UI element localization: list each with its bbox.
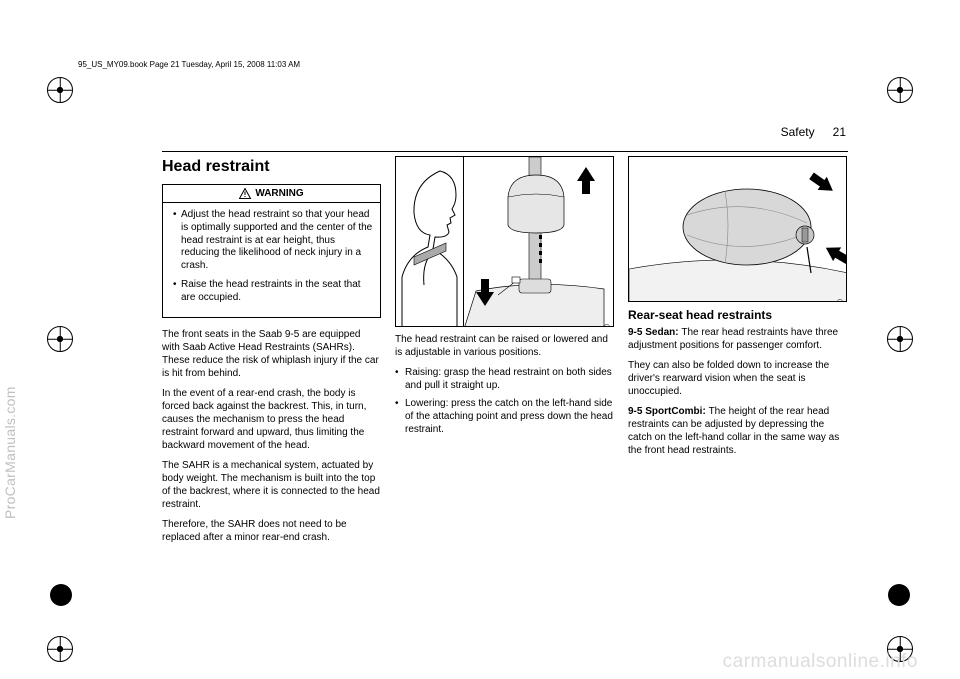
- crop-mark: [887, 77, 913, 103]
- body-paragraph: 9-5 SportCombi: The height of the rear h…: [628, 405, 847, 457]
- column-2: IB400 The head restraint can be raised o…: [395, 156, 614, 551]
- bottom-watermark: carmanualsonline.info: [723, 651, 918, 673]
- section-name: Safety: [781, 125, 815, 139]
- arrow-up-icon: [577, 167, 595, 181]
- column-1: Head restraint WARNING Adjust the head r…: [162, 156, 381, 551]
- model-label: 9-5 SportCombi:: [628, 406, 709, 417]
- running-header: Safety 21: [162, 125, 848, 143]
- file-meta-header: 95_US_MY09.book Page 21 Tuesday, April 1…: [78, 60, 300, 69]
- crop-mark: [887, 326, 913, 352]
- registration-dot: [50, 584, 72, 606]
- illustration-tag: IB400: [604, 324, 611, 327]
- warning-header: WARNING: [163, 185, 380, 203]
- body-paragraph: In the event of a rear-end crash, the bo…: [162, 387, 381, 452]
- instruction-item: Raising: grasp the head restraint on bot…: [395, 366, 614, 392]
- crop-mark: [47, 77, 73, 103]
- body-paragraph: 9-5 Sedan: The rear head restraints have…: [628, 326, 847, 352]
- crop-mark: [47, 636, 73, 662]
- illustration-tag: IB460: [837, 299, 844, 302]
- illustration-headrest-adjust: IB400: [395, 156, 614, 327]
- warning-item: Raise the head restraints in the seat th…: [173, 279, 374, 305]
- header-rule: [162, 151, 848, 152]
- page-content: Safety 21 Head restraint WARNING Adjust …: [162, 125, 848, 620]
- registration-dot: [888, 584, 910, 606]
- warning-box: WARNING Adjust the head restraint so tha…: [162, 184, 381, 318]
- warning-item: Adjust the head restraint so that your h…: [173, 209, 374, 273]
- subheading: Rear-seat head restraints: [628, 308, 847, 322]
- page-number: 21: [818, 125, 846, 139]
- column-3: IB460 Rear-seat head restraints 9-5 Seda…: [628, 156, 847, 551]
- profile-silhouette-icon: [396, 157, 464, 327]
- warning-triangle-icon: [239, 188, 251, 199]
- body-paragraph: The front seats in the Saab 9-5 are equi…: [162, 328, 381, 380]
- warning-label: WARNING: [255, 188, 303, 199]
- illustration-caption: The head restraint can be raised or lowe…: [395, 333, 614, 359]
- instruction-item: Lowering: press the catch on the left-ha…: [395, 397, 614, 436]
- side-watermark: ProCarManuals.com: [2, 386, 18, 519]
- page-title: Head restraint: [162, 158, 381, 176]
- body-paragraph: Therefore, the SAHR does not need to be …: [162, 518, 381, 544]
- crop-mark: [47, 326, 73, 352]
- model-label: 9-5 Sedan:: [628, 327, 681, 338]
- body-paragraph: They can also be folded down to increase…: [628, 359, 847, 398]
- illustration-fold-headrest: IB460: [628, 156, 847, 302]
- arrow-down-icon: [476, 292, 494, 306]
- body-paragraph: The SAHR is a mechanical system, actuate…: [162, 459, 381, 511]
